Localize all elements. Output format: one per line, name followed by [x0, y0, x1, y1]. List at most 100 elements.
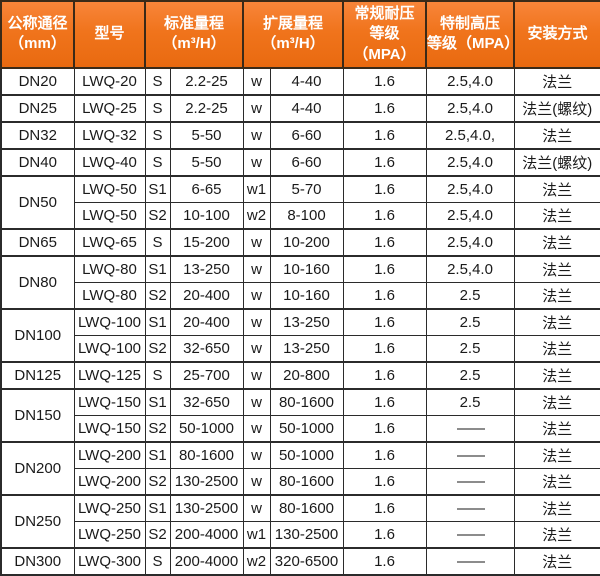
- cell-standard-range: 10-100: [169, 201, 244, 230]
- cell-extended-grade: w: [242, 467, 271, 496]
- cell-extended-range: 13-250: [269, 307, 344, 336]
- cell-extended-grade: w: [242, 493, 271, 522]
- table-row: DN150 LWQ-150 S1 32-650 w 80-1600 1.6 2.5 法兰: [0, 387, 600, 443]
- cell-extended-range: 6-60: [269, 120, 344, 150]
- cell-extended-grade: w: [242, 414, 271, 443]
- cell-extended-grade: w2: [242, 546, 271, 576]
- cell-standard-pressure: 1.6: [342, 467, 427, 496]
- cell-extended-grade: w: [242, 334, 271, 363]
- cell-high-pressure: 2.5,4.0: [425, 201, 515, 230]
- cell-extended-grade: w: [242, 440, 271, 469]
- cell-standard-pressure: 1.6: [342, 414, 427, 443]
- cell-standard-pressure: 1.6: [342, 174, 427, 203]
- cell-high-pressure: ——: [425, 440, 515, 469]
- cell-standard-grade: S1: [144, 387, 171, 416]
- cell-standard-range: 5-50: [169, 147, 244, 177]
- cell-model: LWQ-65: [73, 227, 146, 257]
- table-row: DN50 LWQ-50 S1 6-65 w1 5-70 1.6 2.5,4.0 法兰: [0, 174, 600, 230]
- cell-standard-pressure: 1.6: [342, 254, 427, 283]
- cell-standard-grade: S: [144, 66, 171, 96]
- cell-standard-range: 130-2500: [169, 467, 244, 496]
- cell-high-pressure: 2.5,4.0: [425, 147, 515, 177]
- cell-high-pressure: 2.5,4.0: [425, 254, 515, 283]
- cell-extended-range: 80-1600: [269, 387, 344, 416]
- header-line: （mm）: [9, 35, 66, 53]
- cell-standard-pressure: 1.6: [342, 387, 427, 416]
- cell-extended-range: 13-250: [269, 334, 344, 363]
- table-body: DN20 LWQ-20 S 2.2-25 w 4-40 1.6 2.5,4.0 法兰 DN25 LW…: [0, 66, 600, 576]
- cell-extended-grade: w: [242, 254, 271, 283]
- cell-model: LWQ-150: [73, 387, 146, 416]
- header-line: 扩展量程: [262, 15, 323, 33]
- cell-standard-grade: S1: [144, 307, 171, 336]
- cell-standard-pressure: 1.6: [342, 120, 427, 150]
- cell-standard-range: 15-200: [169, 227, 244, 257]
- table-row: DN200 LWQ-200 S1 80-1600 w 50-1000 1.6 —— 法兰: [0, 440, 600, 496]
- header-line: 等级（MPA）: [353, 25, 416, 63]
- cell-extended-range: 50-1000: [269, 440, 344, 469]
- cell-standard-range: 2.2-25: [169, 93, 244, 123]
- cell-extended-grade: w1: [242, 174, 271, 203]
- cell-high-pressure: 2.5: [425, 334, 515, 363]
- header-line: （m³/H）: [261, 35, 325, 53]
- cell-standard-grade: S: [144, 120, 171, 150]
- cell-installation: 法兰: [513, 281, 600, 310]
- table-row: DN100 LWQ-100 S1 20-400 w 13-250 1.6 2.5 法兰: [0, 307, 600, 363]
- cell-extended-grade: w: [242, 227, 271, 257]
- cell-standard-grade: S2: [144, 334, 171, 363]
- cell-extended-range: 80-1600: [269, 493, 344, 522]
- cell-extended-range: 20-800: [269, 360, 344, 390]
- header-standard-pressure: 常规耐压 等级（MPA）: [342, 0, 427, 69]
- cell-standard-grade: S1: [144, 254, 171, 283]
- cell-high-pressure: 2.5: [425, 387, 515, 416]
- cell-model: LWQ-150: [73, 414, 146, 443]
- cell-extended-range: 8-100: [269, 201, 344, 230]
- cell-standard-range: 50-1000: [169, 414, 244, 443]
- cell-standard-range: 80-1600: [169, 440, 244, 469]
- table-row: LWQ-150 S2 50-1000 w 50-1000 1.6 —— 法兰: [1, 414, 600, 443]
- cell-installation: 法兰: [513, 360, 600, 390]
- cell-extended-grade: w: [242, 281, 271, 310]
- cell-model: LWQ-32: [73, 120, 146, 150]
- cell-standard-range: 32-650: [169, 387, 244, 416]
- cell-high-pressure: 2.5: [425, 360, 515, 390]
- cell-high-pressure: 2.5,4.0: [425, 174, 515, 203]
- cell-standard-pressure: 1.6: [342, 93, 427, 123]
- table-row: DN250 LWQ-250 S1 130-2500 w 80-1600 1.6 —— 法兰: [0, 493, 600, 549]
- cell-nominal-diameter: DN200: [0, 440, 75, 496]
- cell-installation: 法兰(螺纹): [513, 93, 600, 123]
- cell-standard-range: 20-400: [169, 307, 244, 336]
- cell-extended-range: 4-40: [269, 93, 344, 123]
- cell-installation: 法兰: [513, 174, 600, 203]
- cell-model: LWQ-100: [73, 307, 146, 336]
- table-row: LWQ-100 S2 32-650 w 13-250 1.6 2.5 法兰: [1, 334, 600, 363]
- cell-model: LWQ-20: [73, 66, 146, 96]
- header-line: 型号: [94, 25, 125, 43]
- header-line: 特制高压: [439, 15, 500, 33]
- cell-installation: 法兰: [513, 120, 600, 150]
- cell-extended-range: 4-40: [269, 66, 344, 96]
- cell-standard-grade: S1: [144, 174, 171, 203]
- cell-nominal-diameter: DN25: [0, 93, 75, 123]
- table-header: 公称通径 （mm） 型号 标准量程 （m³/H） 扩展量程 （m³/H） 常规耐…: [0, 0, 600, 69]
- cell-nominal-diameter: DN20: [0, 66, 75, 96]
- table-row: LWQ-50 S2 10-100 w2 8-100 1.6 2.5,4.0 法兰: [1, 201, 600, 230]
- cell-model: LWQ-80: [73, 254, 146, 283]
- cell-extended-grade: w: [242, 120, 271, 150]
- cell-high-pressure: 2.5,4.0,: [425, 120, 515, 150]
- cell-installation: 法兰: [513, 440, 600, 469]
- header-installation: 安装方式: [513, 0, 600, 69]
- cell-extended-range: 5-70: [269, 174, 344, 203]
- header-line: 常规耐压: [354, 5, 415, 22]
- cell-nominal-diameter: DN65: [0, 227, 75, 257]
- header-standard-range: 标准量程 （m³/H）: [144, 0, 244, 69]
- cell-extended-grade: w: [242, 387, 271, 416]
- table-row: DN125 LWQ-125 S 25-700 w 20-800 1.6 2.5 法兰: [0, 360, 600, 390]
- cell-standard-grade: S2: [144, 414, 171, 443]
- cell-nominal-diameter: DN80: [0, 254, 75, 310]
- cell-extended-range: 6-60: [269, 147, 344, 177]
- cell-model: LWQ-40: [73, 147, 146, 177]
- cell-installation: 法兰: [513, 66, 600, 96]
- table-row: DN80 LWQ-80 S1 13-250 w 10-160 1.6 2.5,4.0 法兰: [0, 254, 600, 310]
